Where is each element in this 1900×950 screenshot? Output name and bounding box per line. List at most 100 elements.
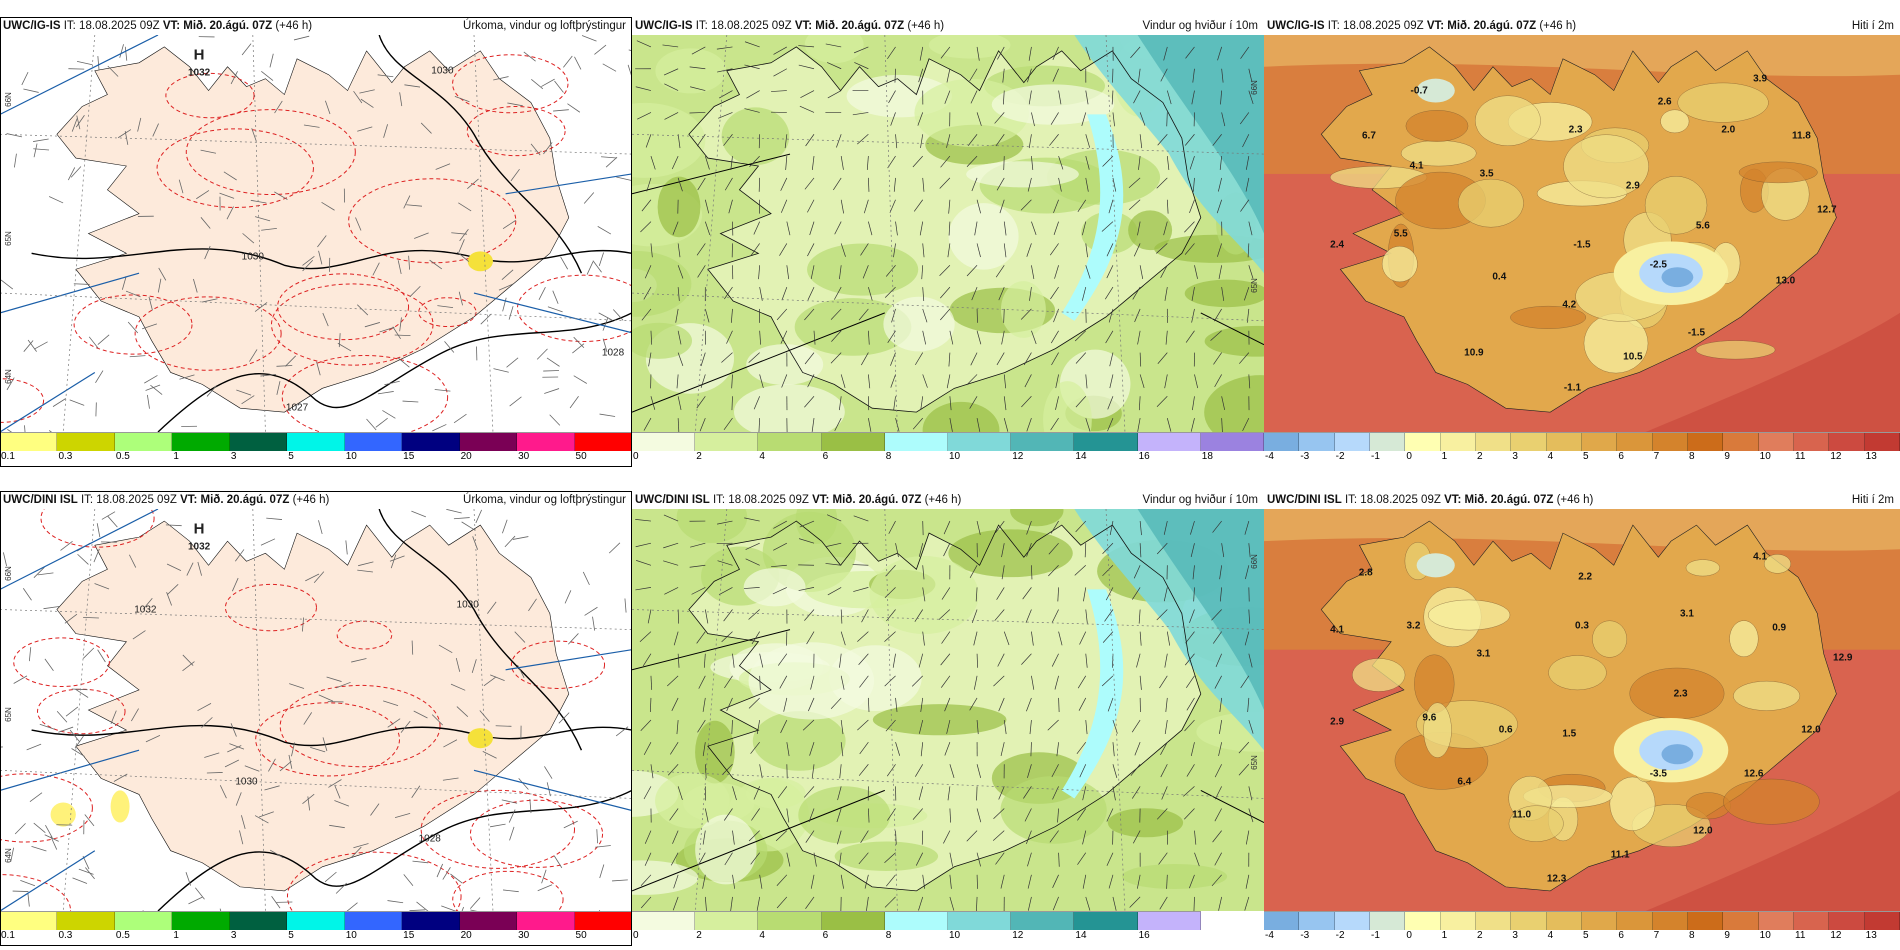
temperature-label: 5.6 — [1695, 220, 1710, 232]
temperature-label: 4.1 — [1330, 624, 1345, 636]
colorbar-wind — [632, 432, 1265, 451]
panel-title: Vindur og hviður í 10m — [1142, 494, 1259, 506]
temperature-label: 0.4 — [1492, 271, 1507, 283]
coastline — [689, 521, 1201, 891]
colorbar-swatch — [1793, 433, 1830, 451]
colorbar-swatch — [229, 433, 288, 451]
panel-temp-igis: UWC/IG-IS IT: 18.08.2025 09Z VT: Mið. 20… — [1264, 18, 1900, 466]
colorbar-tick-label: 0 — [633, 930, 639, 941]
colorbar-tick-label: -2 — [1335, 451, 1345, 462]
colorbar-tick-label: 2 — [1477, 451, 1483, 462]
colorbar-tick-label: -1 — [1371, 930, 1380, 941]
temperature-label: 3.5 — [1479, 168, 1494, 180]
colorbar-tick-label: 11 — [1795, 451, 1806, 462]
isobar-label: 1030 — [235, 776, 258, 788]
temperature-label: 0.9 — [1772, 622, 1787, 634]
temperature-label: 2.4 — [1330, 239, 1345, 251]
colorbar-tick-label: 7 — [1653, 451, 1660, 462]
temperature-label: 5.5 — [1393, 228, 1408, 239]
colorbar-swatch — [632, 433, 696, 451]
colorbar-swatch — [459, 433, 518, 451]
model-name: UWC/IG-IS — [635, 20, 693, 32]
colorbar-swatch — [1511, 433, 1547, 451]
colorbar-tick-label: 13 — [1865, 930, 1877, 941]
colorbar-tick-label: 6 — [1618, 930, 1624, 941]
colorbar-swatch — [1137, 433, 1201, 451]
isobar — [379, 509, 581, 750]
temperature-label: 6.4 — [1457, 776, 1472, 788]
temperature-label: -2.5 — [1649, 259, 1667, 271]
colorbar-tick-label: 4 — [1547, 930, 1554, 941]
valid-time: Mið. 20.ágú. 07Z — [1464, 494, 1554, 506]
map-precip[interactable]: H 1032 1030 1030 1027 1028 66N 65N 64N — [0, 35, 632, 432]
colorbar-swatch — [1723, 912, 1759, 930]
colorbar-swatch — [574, 912, 632, 930]
colorbar-tick-label: 1 — [173, 451, 179, 462]
isobar-label: 1030 — [241, 251, 264, 263]
map-temp[interactable]: 2.8 2.2 4.1 3.2 0.3 3.1 4.1 0.9 3.1 12.9 2.3 2.9 9.6… — [1264, 509, 1900, 911]
iceland-land — [57, 521, 569, 891]
colorbar-swatch — [57, 433, 115, 451]
panel-temp-dini: UWC/DINI ISL IT: 18.08.2025 09Z VT: Mið.… — [1264, 492, 1900, 945]
high-pressure-marker: H — [193, 46, 205, 64]
panel-header: UWC/IG-IS IT: 18.08.2025 09Z VT: Mið. 20… — [632, 18, 1264, 35]
map-canvas — [1264, 509, 1900, 911]
colorbar-tick-label: -2 — [1335, 930, 1345, 941]
colorbar-tick-label: 6 — [822, 451, 829, 462]
colorbar-swatch — [1758, 912, 1794, 930]
model-name: UWC/IG-IS — [3, 20, 61, 32]
lead-time: (+46 h) — [924, 494, 962, 506]
colorbar-swatch — [1264, 912, 1300, 930]
panel-header: UWC/IG-IS IT: 18.08.2025 09Z VT: Mið. 20… — [0, 18, 632, 35]
temperature-label: 12.7 — [1817, 204, 1837, 216]
temperature-label: 6.7 — [1361, 130, 1376, 142]
map-wind[interactable]: 66N 65N — [632, 509, 1264, 911]
temperature-label: 12.0 — [1801, 724, 1821, 736]
colorbar-tick-label: 0.5 — [115, 930, 130, 941]
temperature-label: 4.1 — [1409, 160, 1424, 172]
colorbar-wind — [632, 911, 1201, 930]
colorbar-swatch — [1440, 433, 1476, 451]
colorbar-tick-label: 2 — [696, 930, 702, 941]
temperature-label: 2.9 — [1625, 180, 1640, 192]
model-name: UWC/IG-IS — [1267, 20, 1325, 32]
latitude-label: 64N — [3, 847, 13, 863]
temperature-label: 0.3 — [1575, 620, 1589, 632]
colorbar-swatch — [1405, 433, 1441, 451]
latitude-label: 65N — [3, 707, 13, 722]
colorbar-swatch — [1405, 912, 1441, 930]
colorbar-labels: 0.1 0.3 0.5 1 3 5 10 15 20 30 50 — [0, 929, 632, 943]
panel-precip-igis: UWC/IG-IS IT: 18.08.2025 09Z VT: Mið. 20… — [0, 18, 632, 466]
colorbar-temp — [1264, 432, 1900, 451]
colorbar-tick-label: 8 — [885, 930, 892, 941]
colorbar-labels: 0 2 4 6 8 10 12 14 16 — [632, 929, 1264, 943]
colorbar-tick-label: 50 — [575, 451, 587, 462]
temperature-label: 2.8 — [1358, 567, 1373, 579]
colorbar-swatch — [632, 912, 696, 930]
colorbar-precip — [0, 911, 632, 930]
colorbar-tick-label: 3 — [1512, 451, 1518, 462]
colorbar-swatch — [695, 433, 759, 451]
colorbar-tick-label: 1 — [173, 930, 179, 941]
colorbar-swatch — [695, 912, 759, 930]
isobar-label: 1030 — [456, 599, 479, 611]
temperature-label: 2.6 — [1657, 96, 1672, 108]
colorbar-swatch — [821, 912, 885, 930]
colorbar-swatch — [758, 433, 822, 451]
isobar — [32, 726, 632, 746]
colorbar-tick-label: 11 — [1795, 930, 1806, 941]
colorbar-tick-label: 1 — [1441, 451, 1448, 462]
colorbar-tick-label: 10 — [1759, 451, 1771, 462]
panel-title: Úrkoma, vindur og loftþrýstingur — [463, 20, 626, 32]
colorbar-swatch — [1793, 912, 1830, 930]
colorbar-swatch — [1581, 433, 1618, 451]
valid-time: Mið. 20.ágú. 07Z — [1447, 20, 1537, 32]
map-temp[interactable]: -0.7 3.9 2.6 2.3 2.0 11.8 6.7 4.1 3.5 2.9 12.7 5.5 5… — [1264, 35, 1900, 432]
map-wind[interactable]: 66N 65N — [632, 35, 1264, 432]
colorbar-swatch — [172, 433, 230, 451]
valid-time-label: VT: — [1426, 20, 1445, 32]
panel-title: Vindur og hviður í 10m — [1142, 20, 1259, 32]
colorbar-swatch — [57, 912, 115, 930]
colorbar-swatch — [1369, 912, 1406, 930]
map-precip[interactable]: H 1032 1032 1030 1030 1028 66N 65N 64N — [0, 509, 632, 911]
